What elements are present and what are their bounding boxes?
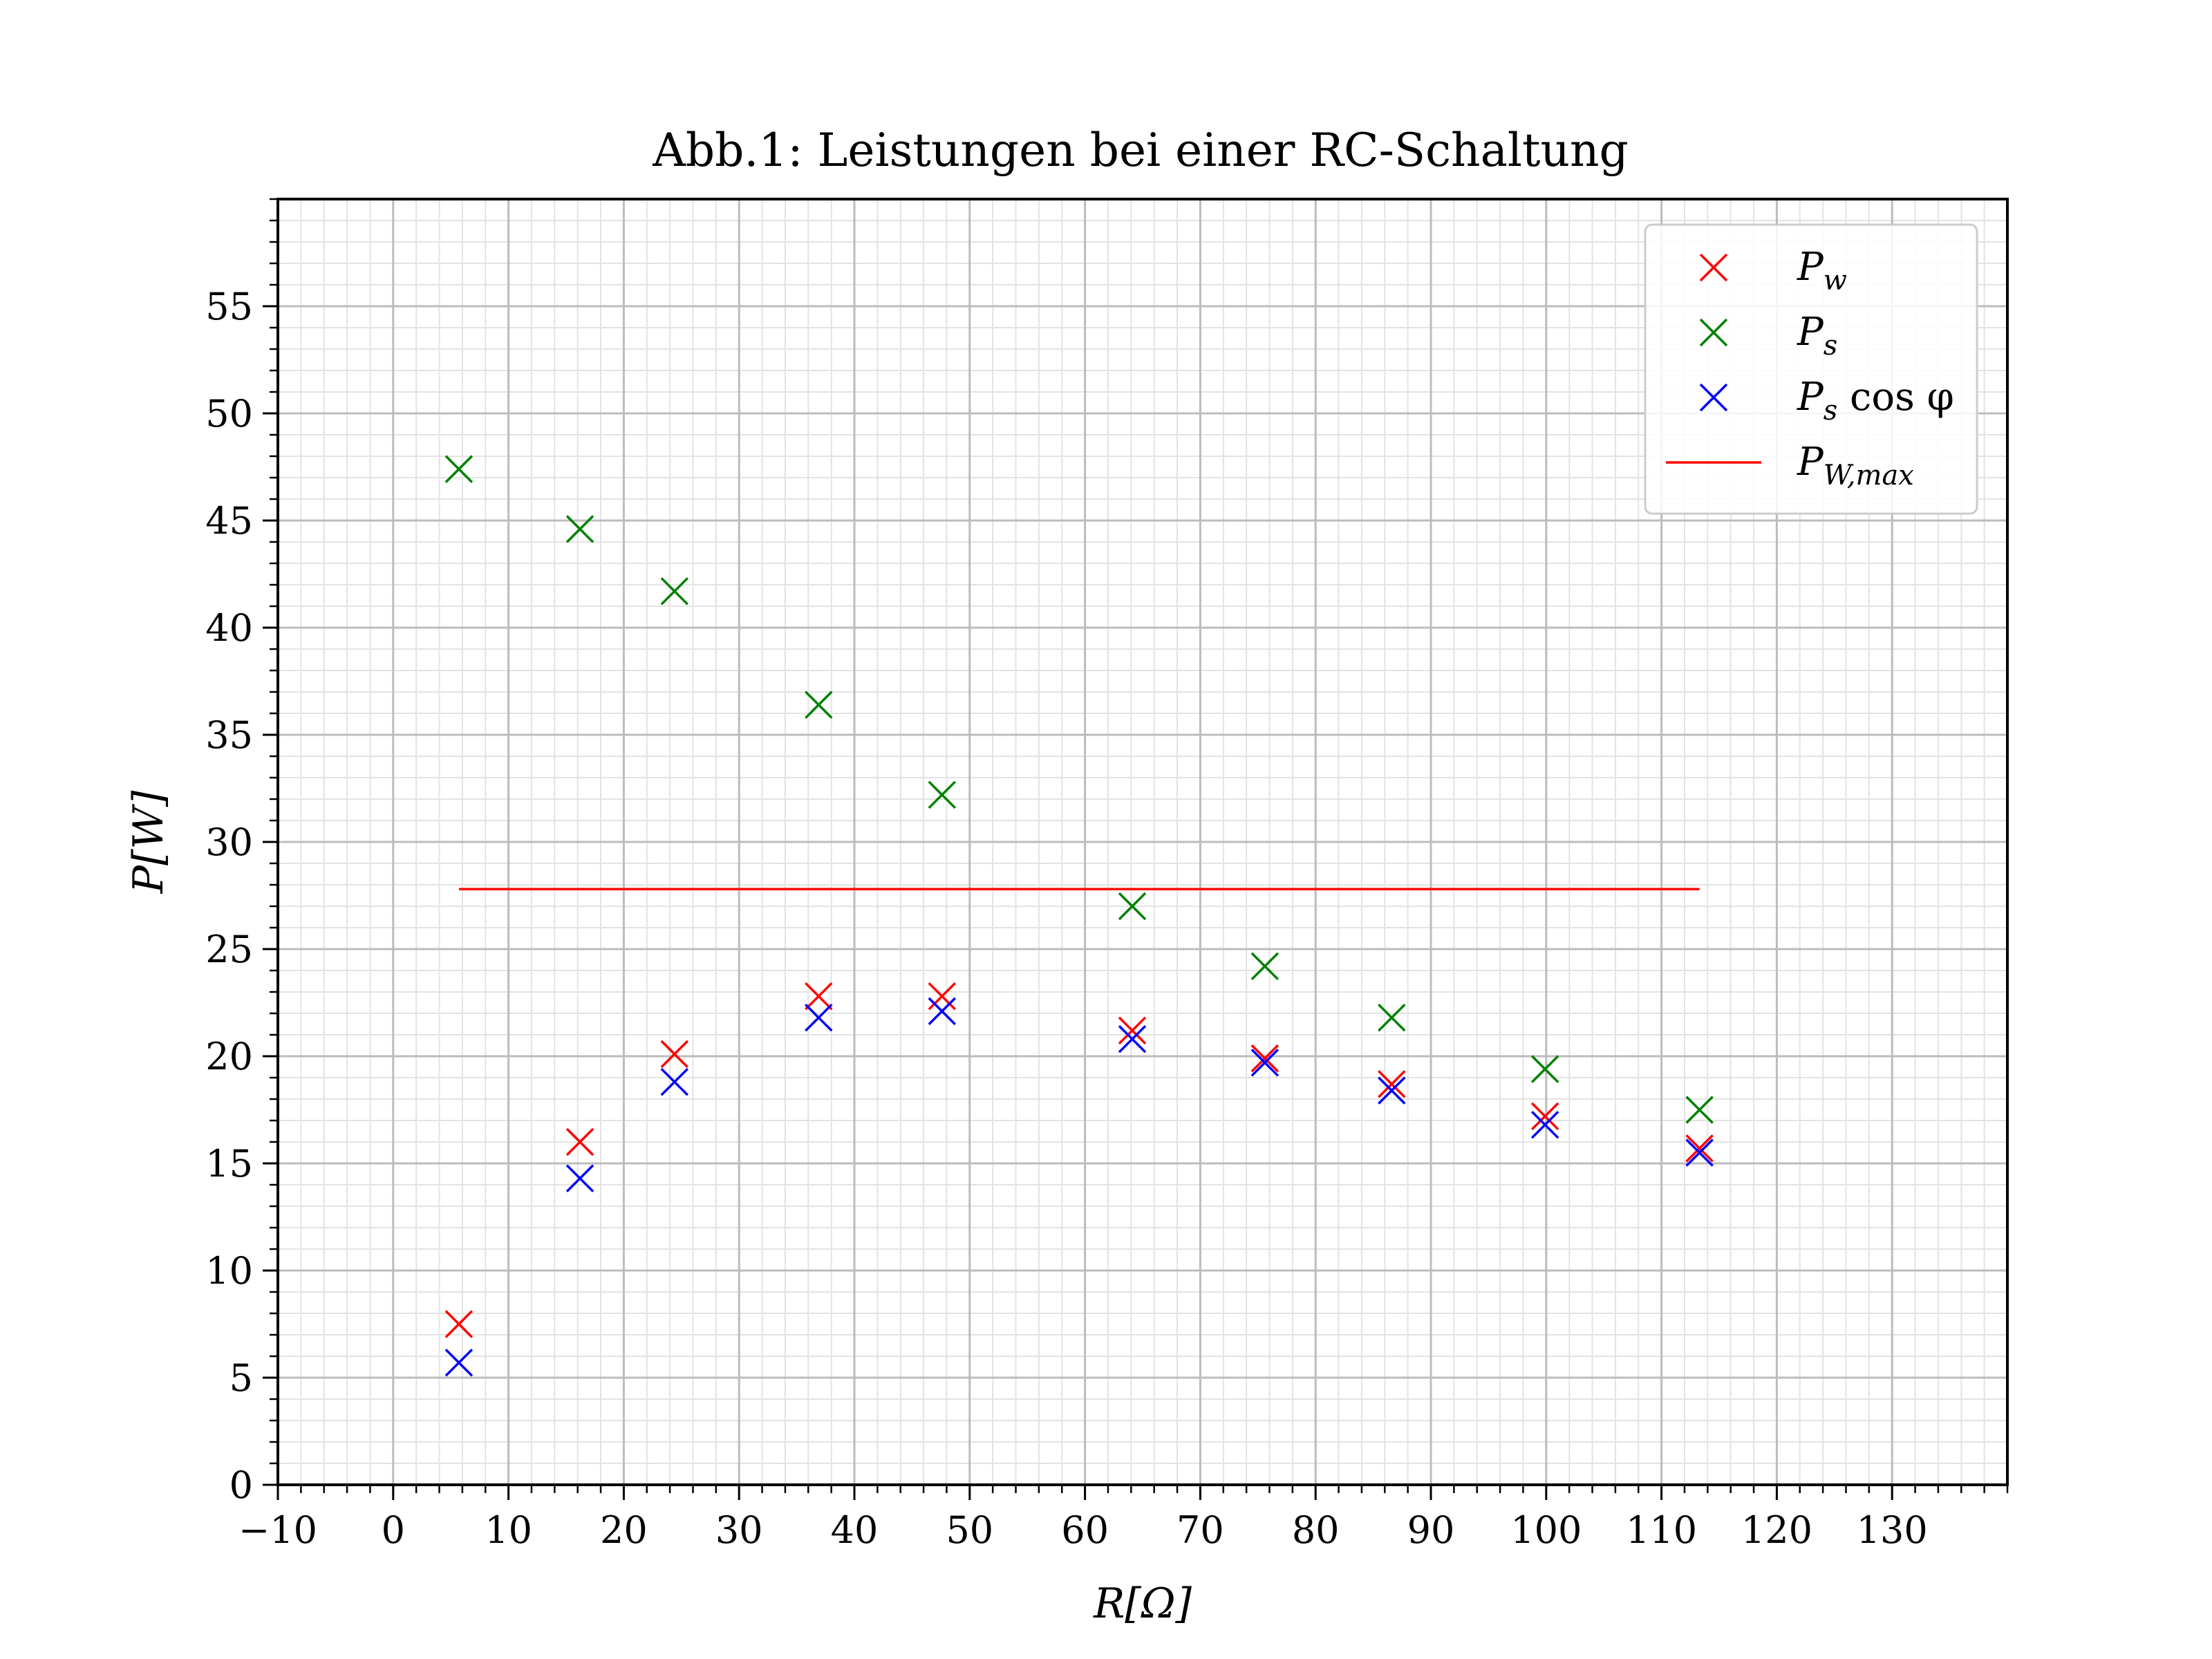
series-1 bbox=[444, 455, 1714, 1124]
data-point bbox=[1250, 952, 1280, 981]
legend-label: PW,max bbox=[1797, 440, 1914, 491]
data-point bbox=[1118, 1024, 1147, 1053]
y-tick-label: 40 bbox=[205, 606, 253, 650]
y-tick-label: 5 bbox=[229, 1356, 253, 1400]
data-point bbox=[565, 515, 594, 543]
data-point bbox=[1118, 1016, 1147, 1045]
data-point bbox=[1378, 1003, 1406, 1032]
data-point bbox=[444, 455, 474, 483]
legend-label: Ps cos φ bbox=[1797, 375, 1954, 427]
legend-item: Pw bbox=[1699, 245, 1847, 297]
data-point bbox=[1530, 1055, 1559, 1083]
data-point bbox=[1250, 1044, 1280, 1073]
legend-item: Ps cos φ bbox=[1699, 375, 1954, 427]
series-2 bbox=[444, 997, 1714, 1377]
data-point bbox=[1530, 1102, 1559, 1131]
y-tick-label: 50 bbox=[205, 392, 253, 435]
y-tick-labels: 0 5 10 15 20 25 30 35 40 45 50 55 bbox=[205, 285, 253, 1507]
data-point bbox=[928, 780, 957, 809]
x-tick-label: −10 bbox=[238, 1508, 317, 1552]
data-point bbox=[444, 1310, 474, 1338]
x-tick-label: 20 bbox=[600, 1508, 648, 1552]
y-tick-label: 0 bbox=[229, 1463, 253, 1507]
x-tick-label: 90 bbox=[1407, 1508, 1455, 1552]
y-tick-label: 10 bbox=[205, 1249, 253, 1293]
legend-item: PW,max bbox=[1666, 440, 1914, 491]
data-point bbox=[805, 691, 833, 719]
y-axis-label: P[W] bbox=[124, 790, 173, 894]
x-tick-label: 10 bbox=[485, 1508, 532, 1552]
data-point bbox=[444, 1349, 474, 1377]
y-tick-label: 35 bbox=[205, 713, 253, 757]
data-point bbox=[928, 997, 957, 1026]
x-tick-label: 80 bbox=[1292, 1508, 1340, 1552]
y-tick-label: 25 bbox=[205, 928, 253, 971]
data-point bbox=[1530, 1110, 1559, 1139]
y-tick-label: 55 bbox=[205, 285, 253, 328]
data-point bbox=[1378, 1076, 1406, 1105]
y-tick-label: 20 bbox=[205, 1035, 253, 1078]
y-tick-label: 45 bbox=[205, 499, 253, 543]
x-tick-label: 40 bbox=[831, 1508, 879, 1552]
y-tick-label: 30 bbox=[205, 821, 253, 864]
chart-title: Abb.1: Leistungen bei einer RC-Schaltung bbox=[652, 124, 1629, 177]
data-point bbox=[1685, 1096, 1714, 1124]
legend-label: Pw bbox=[1797, 245, 1847, 297]
data-point bbox=[565, 1127, 594, 1156]
x-axis-label: R[Ω] bbox=[1093, 1580, 1192, 1628]
plot-area bbox=[444, 455, 1714, 1377]
data-point bbox=[1250, 1049, 1280, 1077]
data-point bbox=[1685, 1134, 1714, 1163]
series-0 bbox=[444, 982, 1714, 1338]
legend-marker bbox=[1699, 383, 1728, 412]
data-point bbox=[660, 1040, 689, 1069]
x-tick-labels: −10 0 10 20 30 40 50 60 70 80 90 100 110 120 130 bbox=[238, 1508, 1928, 1552]
x-tick-label: 50 bbox=[946, 1508, 993, 1552]
legend-marker bbox=[1699, 253, 1728, 282]
x-tick-label: 60 bbox=[1061, 1508, 1109, 1552]
data-point bbox=[928, 982, 957, 1011]
data-point bbox=[1685, 1138, 1714, 1167]
x-tick-label: 130 bbox=[1857, 1508, 1928, 1552]
plot-frame bbox=[276, 198, 2009, 1486]
x-tick-label: 0 bbox=[382, 1508, 405, 1552]
legend-label: Ps bbox=[1797, 310, 1837, 362]
data-point bbox=[805, 982, 833, 1011]
data-point bbox=[1118, 892, 1147, 921]
x-tick-label: 120 bbox=[1741, 1508, 1812, 1552]
data-point bbox=[1378, 1070, 1406, 1098]
x-tick-label: 30 bbox=[715, 1508, 763, 1552]
legend: Pw Ps Ps cos φ PW,max bbox=[1644, 223, 1978, 515]
legend-box bbox=[1644, 223, 1978, 515]
data-point bbox=[660, 1067, 689, 1096]
y-tick-label: 15 bbox=[205, 1142, 253, 1185]
legend-item: Ps bbox=[1699, 310, 1837, 362]
data-point bbox=[805, 1003, 833, 1032]
x-tick-label: 110 bbox=[1626, 1508, 1697, 1552]
x-tick-label: 70 bbox=[1177, 1508, 1224, 1552]
data-point bbox=[565, 1164, 594, 1192]
data-point bbox=[660, 577, 689, 606]
legend-marker bbox=[1699, 318, 1728, 347]
x-tick-label: 100 bbox=[1510, 1508, 1582, 1552]
